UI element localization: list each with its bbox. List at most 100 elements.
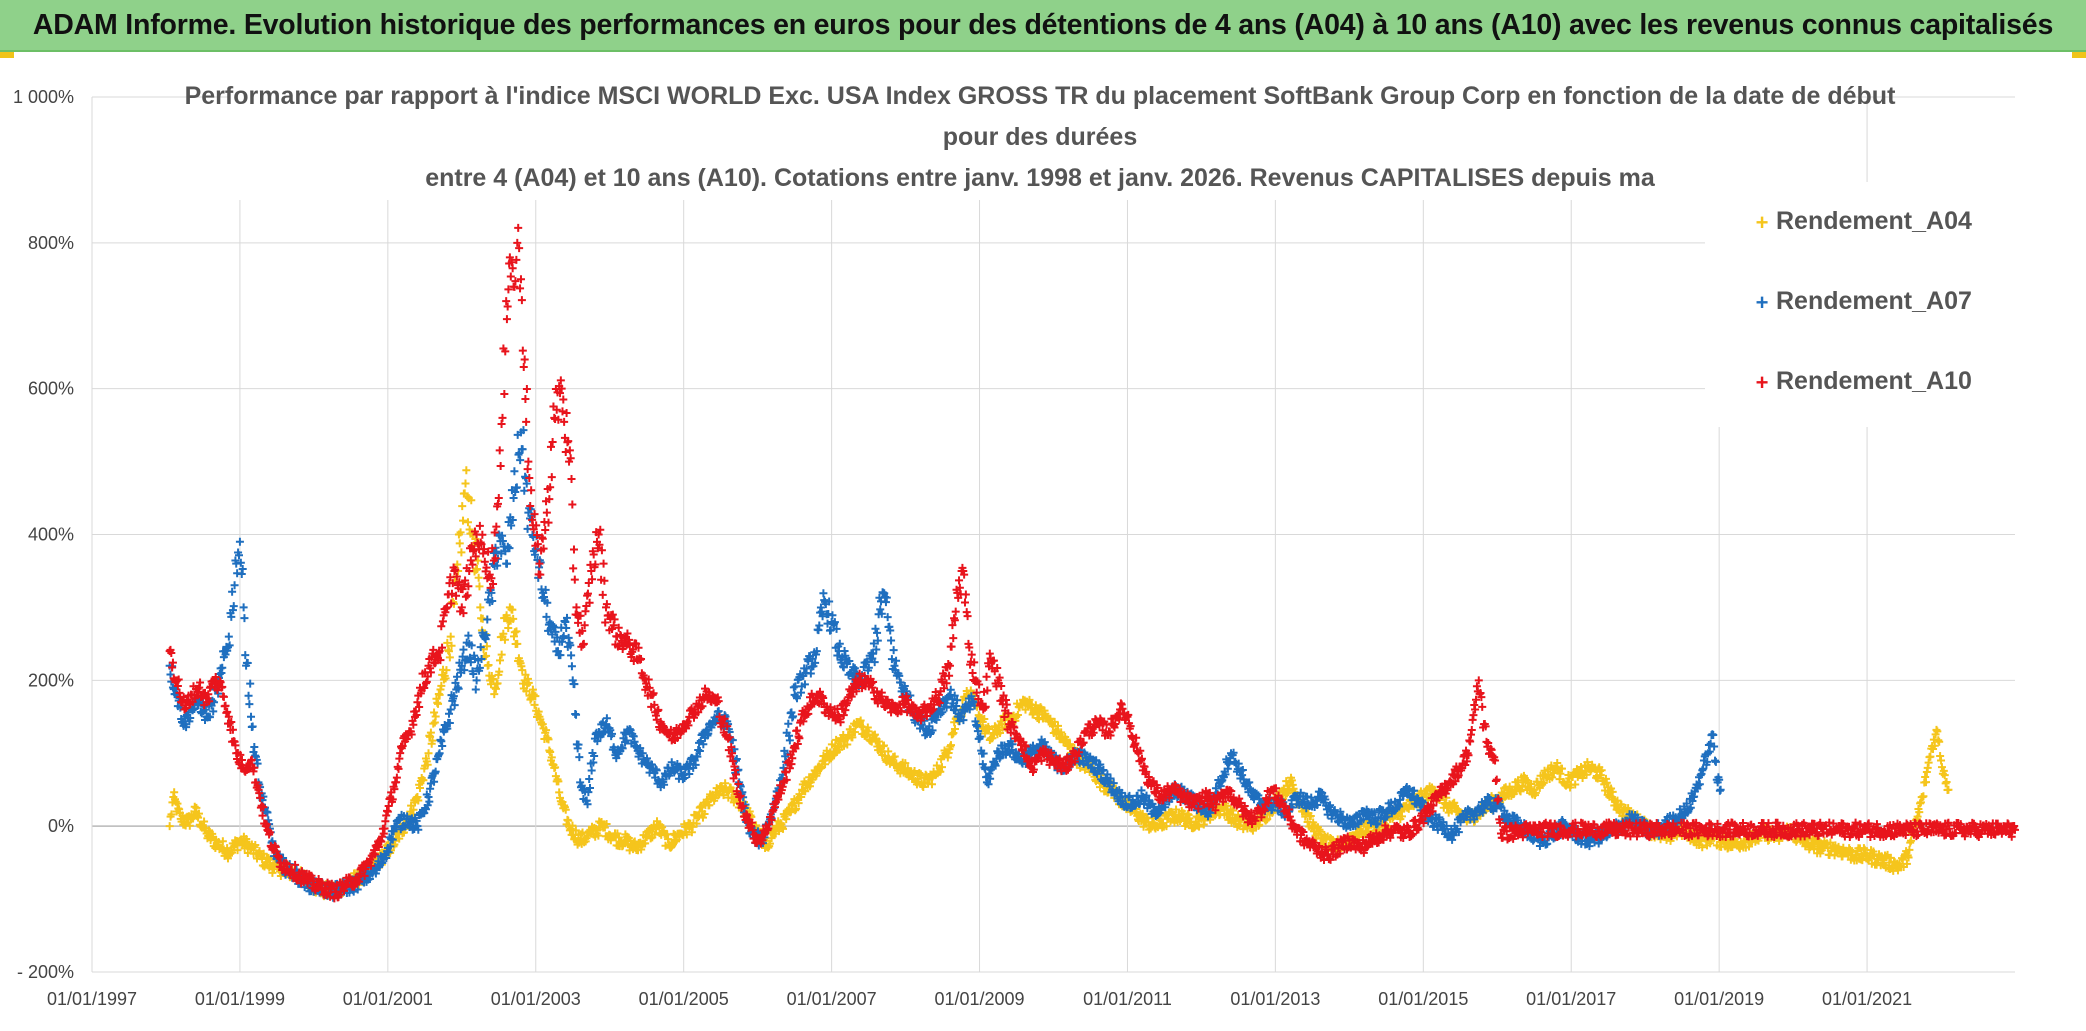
scatter-marker — [541, 525, 550, 534]
scatter-marker — [167, 810, 176, 819]
scatter-marker — [445, 653, 454, 662]
scatter-marker — [517, 296, 526, 305]
scatter-marker — [426, 728, 435, 737]
scatter-marker — [850, 728, 859, 737]
scatter-marker — [698, 813, 707, 822]
scatter-marker — [447, 641, 456, 650]
scatter-marker — [556, 376, 565, 385]
scatter-marker — [445, 709, 454, 718]
scatter-marker — [558, 407, 567, 416]
scatter-marker — [495, 446, 504, 455]
scatter-marker — [1139, 822, 1148, 831]
scatter-marker — [244, 691, 253, 700]
scatter-marker — [782, 815, 791, 824]
scatter-marker — [544, 518, 553, 527]
scatter-marker — [478, 530, 487, 539]
scatter-marker — [489, 675, 498, 684]
data-point — [476, 603, 485, 612]
data-point — [1716, 785, 1725, 794]
scatter-marker — [1397, 812, 1406, 821]
data-point — [461, 479, 470, 488]
scatter-marker — [453, 672, 462, 681]
scatter-marker — [932, 761, 941, 770]
scatter-marker — [927, 780, 936, 789]
scatter-marker — [434, 699, 443, 708]
scatter-marker — [464, 631, 473, 640]
scatter-marker — [495, 667, 504, 676]
scatter-marker — [233, 846, 242, 855]
scatter-marker — [985, 725, 994, 734]
scatter-marker — [493, 679, 502, 688]
scatter-marker — [984, 780, 993, 789]
scatter-marker — [910, 766, 919, 775]
scatter-marker — [455, 539, 464, 548]
scatter-marker — [613, 829, 622, 838]
scatter-marker — [496, 461, 505, 470]
scatter-marker — [892, 656, 901, 665]
data-point — [165, 822, 174, 831]
scatter-marker — [419, 776, 428, 785]
scatter-marker — [585, 775, 594, 784]
data-point — [247, 712, 256, 721]
scatter-marker — [565, 446, 574, 455]
scatter-marker — [221, 701, 230, 710]
scatter-marker — [514, 223, 523, 232]
scatter-marker — [685, 769, 694, 778]
scatter-marker — [567, 651, 576, 660]
scatter-marker — [443, 638, 452, 647]
scatter-marker — [516, 456, 525, 465]
scatter-marker — [414, 796, 423, 805]
scatter-marker — [504, 623, 513, 632]
scatter-marker — [784, 719, 793, 728]
data-point — [786, 807, 795, 816]
data-point — [239, 603, 248, 612]
scatter-marker — [562, 623, 571, 632]
scatter-marker — [240, 614, 249, 623]
scatter-marker — [520, 486, 529, 495]
scatter-marker — [996, 728, 1005, 737]
scatter-marker — [471, 534, 480, 543]
data-point — [224, 632, 233, 641]
scatter-marker — [441, 674, 450, 683]
scatter-marker — [797, 793, 806, 802]
scatter-marker — [473, 564, 482, 573]
scatter-marker — [461, 592, 470, 601]
scatter-marker — [438, 741, 447, 750]
scatter-marker — [1404, 804, 1413, 813]
scatter-marker — [467, 496, 476, 505]
scatter-marker — [1364, 823, 1373, 832]
scatter-marker — [527, 486, 536, 495]
scatter-marker — [395, 834, 404, 843]
scatter-marker — [828, 611, 837, 620]
scatter-marker — [227, 848, 236, 857]
scatter-marker — [530, 700, 539, 709]
scatter-marker — [1162, 822, 1171, 831]
scatter-marker — [431, 712, 440, 721]
scatter-marker — [200, 817, 209, 826]
scatter-marker — [547, 473, 556, 482]
scatter-marker — [1138, 809, 1147, 818]
scatter-chart: 1 000%800%600%400%200%0%- 200%01/01/1997… — [13, 72, 2019, 1009]
scatter-marker — [819, 589, 828, 598]
scatter-marker — [1229, 806, 1238, 815]
data-point — [457, 603, 466, 612]
scatter-marker — [509, 614, 518, 623]
scatter-marker — [561, 448, 570, 457]
scatter-marker — [503, 302, 512, 311]
scatter-marker — [506, 272, 515, 281]
data-point — [520, 355, 529, 364]
data-point — [1709, 731, 1718, 740]
scatter-marker — [484, 660, 493, 669]
scatter-marker — [497, 650, 506, 659]
data-point — [446, 632, 455, 641]
scatter-marker — [502, 315, 511, 324]
scatter-marker — [524, 678, 533, 687]
scatter-marker — [949, 728, 958, 737]
data-point — [509, 494, 518, 503]
scatter-marker — [1316, 827, 1325, 836]
scatter-marker — [937, 763, 946, 772]
scatter-marker — [392, 773, 401, 782]
corner-marker-right — [2072, 50, 2086, 58]
scatter-marker — [793, 726, 802, 735]
scatter-marker — [695, 812, 704, 821]
